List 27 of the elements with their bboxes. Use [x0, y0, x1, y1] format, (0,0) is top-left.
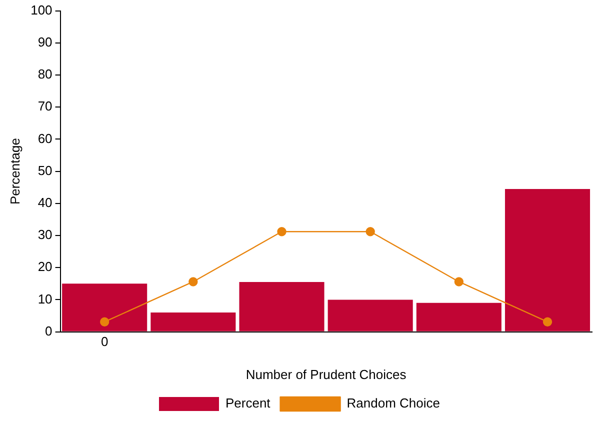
bar: [328, 300, 413, 332]
y-tick-label: 60: [38, 130, 52, 146]
y-tick-label: 90: [38, 34, 52, 50]
legend-label: Percent: [225, 396, 271, 411]
y-tick-label: 20: [38, 259, 52, 274]
bar: [62, 284, 148, 332]
y-tick-label: 0: [45, 323, 52, 338]
point: [188, 277, 198, 286]
bar: [416, 302, 502, 332]
y-tick-label: 100: [30, 2, 52, 18]
bar: [239, 282, 324, 332]
legend-label: Random Choice: [346, 396, 440, 411]
point: [454, 277, 464, 286]
point: [277, 227, 286, 236]
y-tick-label: 40: [38, 194, 52, 210]
y-tick-label: 10: [38, 291, 52, 306]
bar: [504, 188, 590, 332]
point: [100, 317, 110, 326]
point: [366, 227, 375, 236]
y-tick-label: 30: [38, 227, 52, 242]
bar: [150, 312, 236, 332]
point: [542, 317, 552, 326]
y-tick-label: 80: [38, 66, 52, 82]
y-axis-title: Percentage: [7, 138, 22, 205]
y-tick-label: 70: [38, 98, 52, 114]
y-tick-label: 50: [38, 162, 52, 178]
x-axis-title: Number of Prudent Choices: [246, 366, 407, 382]
